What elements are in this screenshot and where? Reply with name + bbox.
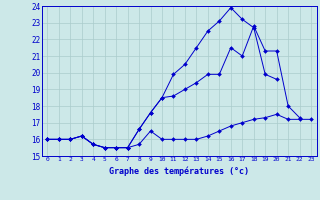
X-axis label: Graphe des températures (°c): Graphe des températures (°c) [109,167,249,176]
